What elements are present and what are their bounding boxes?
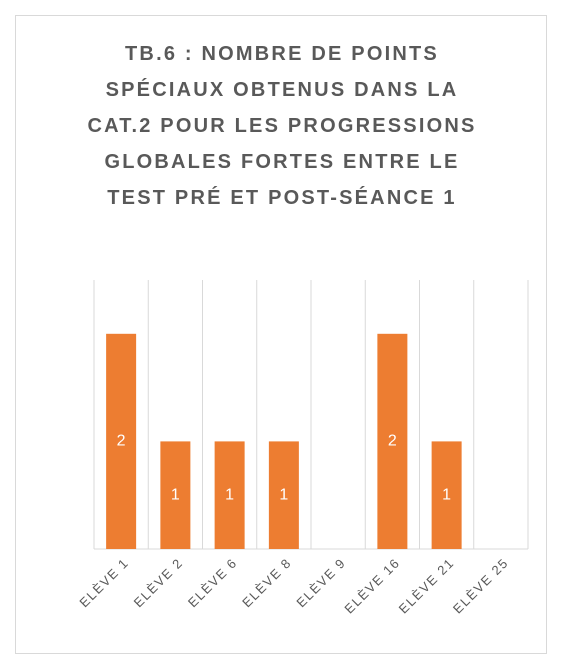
data-label: 1	[279, 486, 288, 503]
bar	[106, 333, 137, 549]
bar	[431, 441, 462, 549]
x-tick-label: ELÈVE 6	[185, 555, 240, 610]
data-label: 0	[498, 539, 503, 549]
x-tick-label: ELÈVE 21	[396, 555, 458, 617]
data-label: 2	[117, 433, 126, 450]
bar	[160, 441, 191, 549]
bar	[214, 441, 245, 549]
chart-title: TB.6 : NOMBRE DE POINTS SPÉCIAUX OBTENUS…	[87, 43, 477, 209]
data-label: 0	[336, 539, 341, 549]
x-tick-label: ELÈVE 2	[131, 555, 186, 610]
data-label: 1	[442, 486, 451, 503]
x-tick-label: ELÈVE 9	[293, 555, 348, 610]
x-tick-label: ELÈVE 8	[239, 555, 294, 610]
data-label: 2	[388, 433, 397, 450]
bar	[377, 333, 408, 549]
chart-frame	[15, 15, 547, 654]
data-label: 1	[225, 486, 234, 503]
bar	[268, 441, 299, 549]
x-tick-label: ELÈVE 16	[341, 555, 403, 617]
x-tick-label: ELÈVE 25	[450, 555, 512, 617]
x-tick-label: ELÈVE 1	[76, 555, 131, 610]
data-label: 1	[171, 486, 180, 503]
